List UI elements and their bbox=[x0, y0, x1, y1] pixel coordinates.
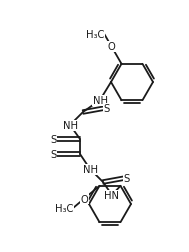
Text: O: O bbox=[80, 194, 88, 204]
Text: NH: NH bbox=[83, 164, 98, 174]
Text: NH: NH bbox=[63, 120, 77, 131]
Text: H₃C: H₃C bbox=[86, 30, 105, 40]
Text: S: S bbox=[50, 149, 56, 159]
Text: S: S bbox=[124, 173, 130, 183]
Text: H₃C: H₃C bbox=[55, 203, 74, 213]
Text: NH: NH bbox=[92, 96, 108, 106]
Text: S: S bbox=[50, 135, 56, 144]
Text: S: S bbox=[104, 104, 110, 114]
Text: HN: HN bbox=[105, 190, 119, 200]
Text: O: O bbox=[108, 42, 115, 52]
